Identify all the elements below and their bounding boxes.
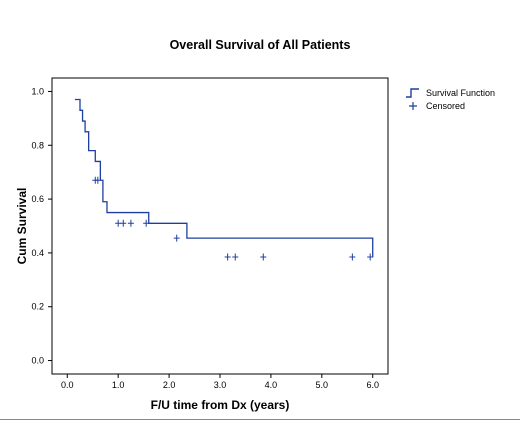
- x-tick-label: 5.0: [316, 380, 329, 390]
- plot-frame: [51, 77, 389, 375]
- legend-item-censored: Censored: [404, 99, 495, 112]
- x-tick-label: 3.0: [214, 380, 227, 390]
- y-tick-label: 0.2: [31, 302, 44, 312]
- legend-label-survival: Survival Function: [426, 87, 496, 98]
- bottom-divider: [0, 419, 520, 420]
- y-axis-label: Cum Survival: [15, 187, 29, 265]
- y-tick-label: 0.8: [31, 140, 44, 150]
- censored-marker: [115, 219, 122, 227]
- legend-label-censored: Censored: [426, 100, 466, 111]
- plus-marker-icon: [409, 101, 417, 110]
- censored-marker: [367, 253, 374, 261]
- y-tick-label: 0.6: [31, 194, 44, 204]
- survival-step-line: [74, 98, 374, 257]
- censored-marker: [94, 176, 101, 184]
- legend-item-survival: Survival Function: [404, 86, 495, 99]
- legend: Survival Function Censored: [404, 86, 495, 112]
- x-tick-label: 0.0: [61, 380, 74, 390]
- x-tick-label: 2.0: [163, 380, 176, 390]
- censored-marker: [232, 253, 239, 261]
- x-tick-label: 6.0: [366, 380, 379, 390]
- x-tick-label: 4.0: [265, 380, 278, 390]
- y-tick-label: 0.4: [31, 248, 44, 258]
- censored-marker: [349, 253, 356, 261]
- x-axis-label: F/U time from Dx (years): [150, 398, 290, 412]
- censored-marker: [120, 219, 127, 227]
- chart-title: Overall Survival of All Patients: [169, 38, 351, 52]
- y-tick-label: 0.0: [31, 356, 44, 366]
- censored-marker: [260, 253, 267, 261]
- x-tick-label: 1.0: [112, 380, 125, 390]
- y-tick-label: 1.0: [31, 86, 44, 96]
- censored-marker: [143, 219, 150, 227]
- censored-marker: [173, 234, 180, 242]
- censored-marker: [224, 253, 231, 261]
- censored-marker: [127, 219, 134, 227]
- step-line-icon: [406, 87, 419, 98]
